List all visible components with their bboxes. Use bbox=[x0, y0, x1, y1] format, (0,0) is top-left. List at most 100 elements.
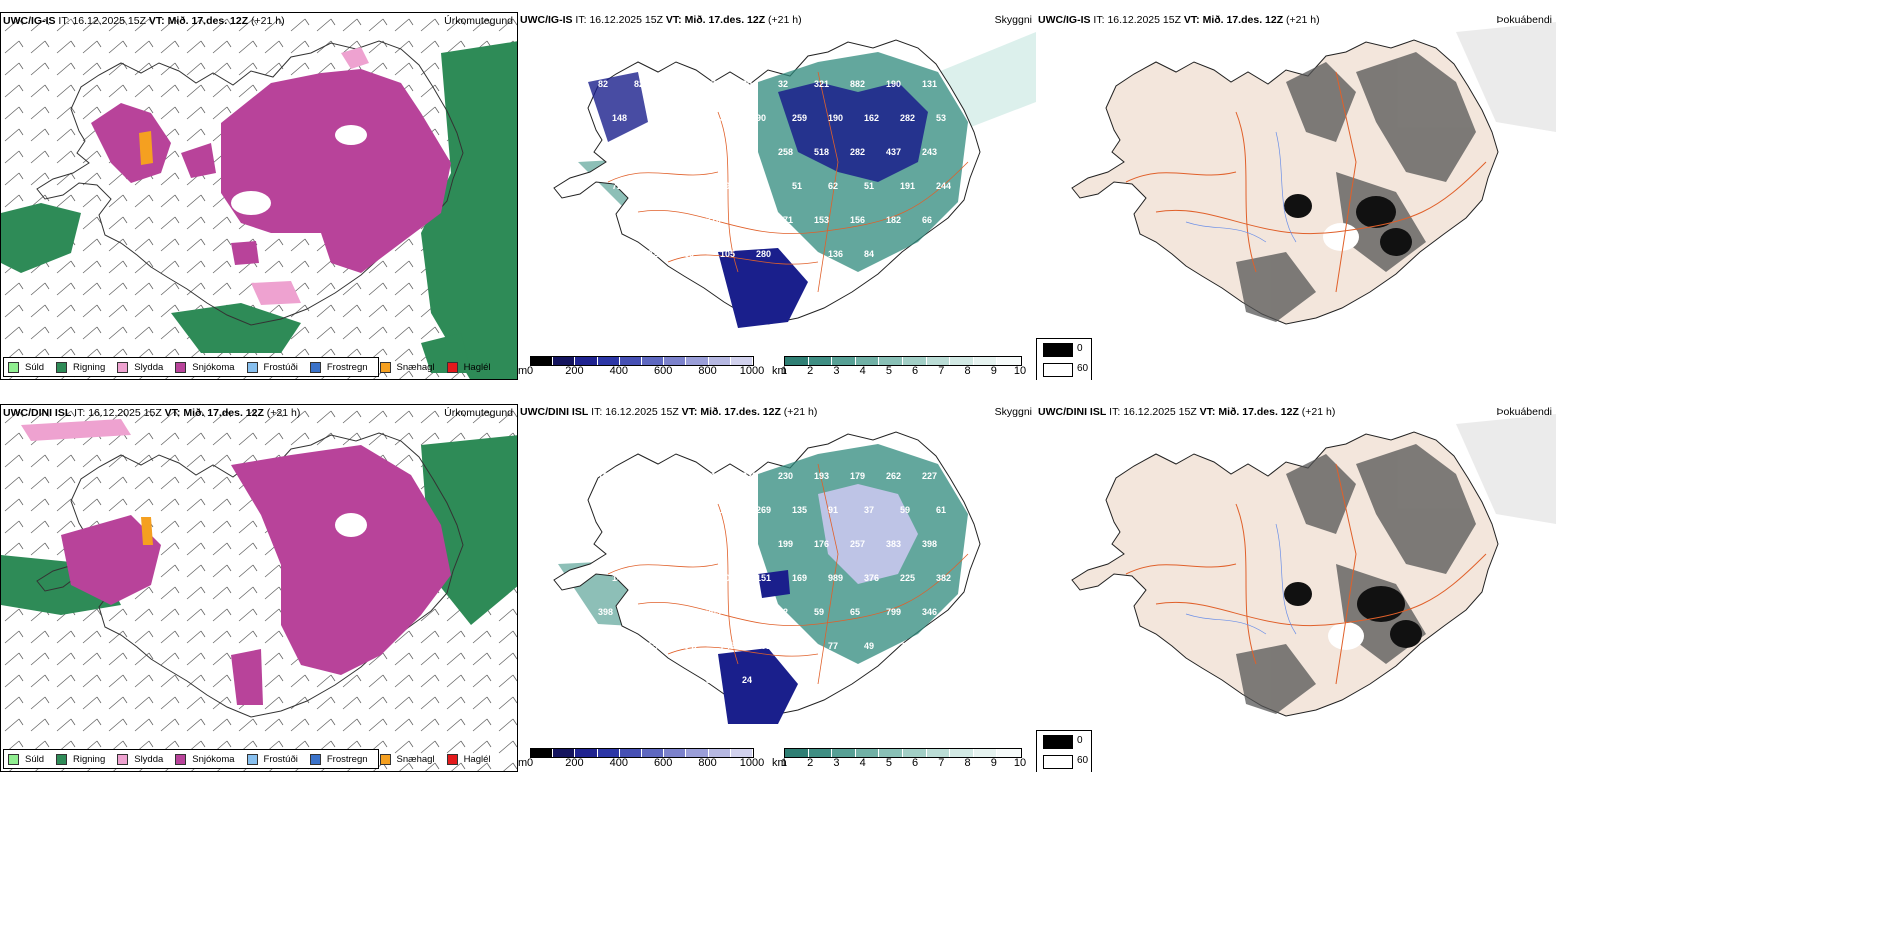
precip-type-panel-2: UWC/DINI ISL IT: 16.12.2025 15Z VT: Mið.… bbox=[0, 404, 518, 772]
colorbar-tick: 1 bbox=[780, 365, 788, 377]
colorbar-unit: km bbox=[772, 757, 787, 769]
legend-swatch bbox=[246, 753, 258, 765]
visibility-label: 201 bbox=[756, 641, 771, 651]
colorbar-tick: 200 bbox=[565, 757, 584, 769]
colorbar-unit: m bbox=[518, 365, 528, 377]
visibility-label: 49 bbox=[720, 181, 730, 191]
legend-item-0: Súld bbox=[8, 753, 45, 765]
visibility-label: 59 bbox=[900, 505, 910, 515]
colorbar-strip bbox=[530, 748, 754, 758]
legend-label: Frostregn bbox=[326, 361, 368, 373]
colorbar-tick: 9 bbox=[990, 365, 997, 377]
legend-label: Snæhagl bbox=[396, 361, 435, 373]
panel-title-2c: UWC/DINI ISL IT: 16.12.2025 15Z VT: Mið.… bbox=[1038, 406, 1336, 418]
precip-legend-2: Súld Rigning Slydda Snjókoma Frostúði Frostre… bbox=[3, 749, 491, 769]
visibility-panel-1: 82 82 96 270 30 32 321 882 190 131 148 383 175 349 90 2… bbox=[518, 12, 1036, 380]
visibility-label: 227 bbox=[922, 471, 937, 481]
fog-map-2 bbox=[1071, 414, 1556, 717]
visibility-label: 176 bbox=[814, 539, 829, 549]
legend-swatch bbox=[117, 753, 129, 765]
visibility-label: 190 bbox=[886, 79, 901, 89]
visibility-label: 207 bbox=[720, 573, 735, 583]
panel-subtitle-1b: Skyggni bbox=[994, 14, 1032, 26]
visibility-labels: 82 82 96 270 30 32 321 882 190 131 148 383 175 349 90 2… bbox=[598, 79, 951, 259]
visibility-label: 243 bbox=[922, 147, 937, 157]
legend-item-6: Snæhagl bbox=[379, 361, 435, 373]
visibility-label: 205 bbox=[706, 607, 721, 617]
precip-type-panel-1: UWC/IG-IS IT: 16.12.2025 15Z VT: Mið. 17… bbox=[0, 12, 518, 380]
visibility-label: 118 bbox=[684, 573, 699, 583]
visibility-label: 437 bbox=[886, 147, 901, 157]
visibility-label: 57 bbox=[648, 181, 658, 191]
visibility-label: 282 bbox=[900, 113, 915, 123]
visibility-label: 382 bbox=[792, 249, 807, 259]
visibility-label: 346 bbox=[922, 607, 937, 617]
visibility-label: 55 bbox=[648, 641, 658, 651]
legend-swatch bbox=[379, 753, 391, 765]
visibility-label: 48 bbox=[756, 181, 766, 191]
fog-legend-1: 0 60 bbox=[1036, 338, 1092, 380]
visibility-label: 49 bbox=[864, 641, 874, 651]
colorbar-tick: 600 bbox=[654, 365, 673, 377]
visibility-label: 898 bbox=[706, 675, 721, 685]
panel-subtitle-2b: Skyggni bbox=[994, 406, 1032, 418]
legend-swatch bbox=[117, 361, 129, 373]
visibility-label: 169 bbox=[792, 573, 807, 583]
legend-item-2: Slydda bbox=[117, 753, 164, 765]
colorbar-tick: 1000 bbox=[739, 757, 765, 769]
colorbar-tick: 10 bbox=[1013, 365, 1027, 377]
visibility-label: 504 bbox=[742, 147, 757, 157]
visibility-label: 105 bbox=[720, 249, 735, 259]
colorbar-tick: 4 bbox=[859, 365, 866, 377]
visibility-label: 191 bbox=[900, 181, 915, 191]
visibility-label: 262 bbox=[886, 471, 901, 481]
visibility-label: 258 bbox=[634, 607, 649, 617]
visibility-label: 67 bbox=[706, 539, 716, 549]
panel-subtitle-1c: Þokuábendi bbox=[1496, 14, 1552, 26]
legend-label: Slydda bbox=[134, 753, 164, 765]
visibility-label: 59 bbox=[814, 607, 824, 617]
legend-label: Súld bbox=[25, 753, 45, 765]
visibility-label: 65 bbox=[850, 607, 860, 617]
visibility-label: 11 bbox=[670, 675, 680, 685]
visibility-label: 49 bbox=[742, 607, 752, 617]
panel-title-1b: UWC/IG-IS IT: 16.12.2025 15Z VT: Mið. 17… bbox=[520, 14, 802, 26]
visibility-label: 56 bbox=[684, 181, 694, 191]
visibility-label: 989 bbox=[828, 573, 843, 583]
ceiling-colorbar-2: m 0 200 400 600 800 1000 bbox=[518, 748, 768, 772]
panel-title-2a: UWC/DINI ISL IT: 16.12.2025 15Z VT: Mið.… bbox=[3, 407, 301, 419]
colorbar-tick: 6 bbox=[912, 757, 919, 769]
rain-areas bbox=[1, 41, 517, 379]
visibility-label: 145 bbox=[670, 471, 685, 481]
legend-item-3: Snjókoma bbox=[175, 361, 235, 373]
visibility-label: 121 bbox=[634, 471, 649, 481]
legend-item-1: Rigning bbox=[56, 753, 105, 765]
visibility-label: 253 bbox=[648, 505, 663, 515]
visibility-label: 140 bbox=[706, 147, 721, 157]
visibility-label: 259 bbox=[612, 505, 627, 515]
visibility-label: 171 bbox=[778, 215, 793, 225]
precip-legend-1: Súld Rigning Slydda Snjókoma Frostúði Frostre… bbox=[3, 357, 491, 377]
legend-swatch bbox=[56, 361, 68, 373]
visibility-label: 96 bbox=[670, 79, 680, 89]
visibility-label: 66 bbox=[922, 215, 932, 225]
colorbar-tick: 9 bbox=[990, 757, 997, 769]
visibility-label: 882 bbox=[850, 79, 865, 89]
visibility-label: 382 bbox=[936, 573, 951, 583]
visibility-label: 398 bbox=[922, 539, 937, 549]
legend-label: Snjókoma bbox=[192, 753, 235, 765]
visibility-label: 225 bbox=[900, 573, 915, 583]
colorbar-tick: 1000 bbox=[739, 365, 765, 377]
visibility-label: 799 bbox=[886, 607, 901, 617]
visibility-label: 269 bbox=[756, 505, 771, 515]
legend-label: Frostúði bbox=[263, 361, 298, 373]
legend-swatch bbox=[175, 753, 187, 765]
visibility-label: 310 bbox=[706, 215, 721, 225]
visibility-label: 174 bbox=[720, 505, 735, 515]
legend-item-4: Frostúði bbox=[246, 753, 298, 765]
visibility-label: 82 bbox=[598, 79, 608, 89]
visibility-label: 57 bbox=[670, 539, 680, 549]
visibility-label: 226 bbox=[742, 471, 757, 481]
colorbar-tick: 600 bbox=[654, 757, 673, 769]
colorbar-tick: 8 bbox=[964, 365, 971, 377]
